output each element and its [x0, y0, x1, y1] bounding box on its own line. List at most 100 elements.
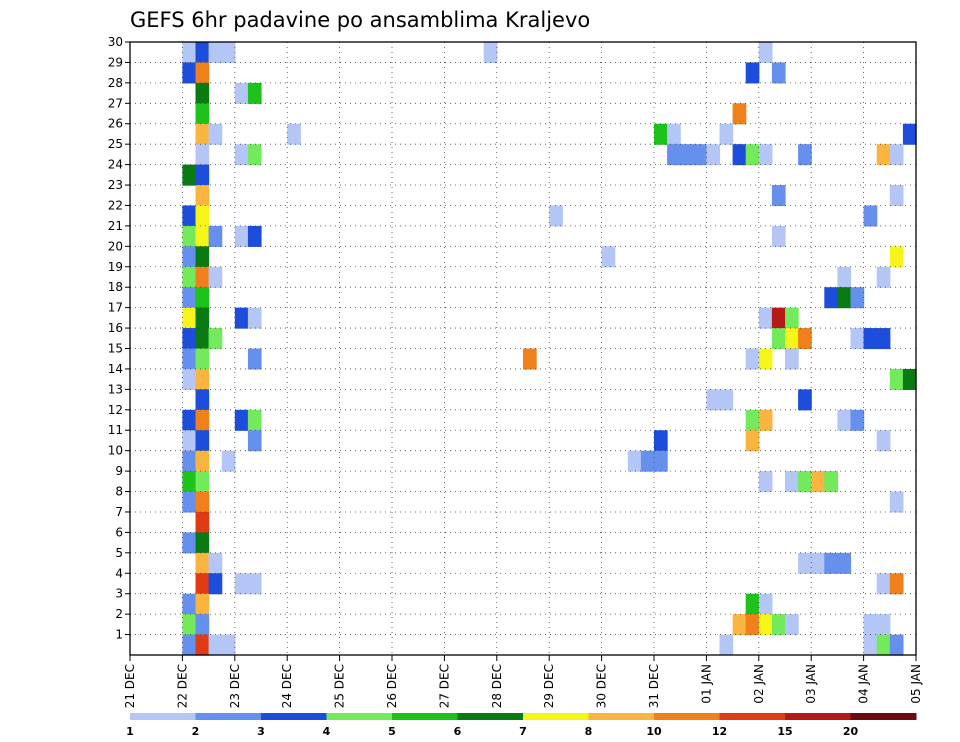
heatmap-cell	[247, 144, 262, 166]
heatmap-cell	[182, 532, 197, 554]
colorbar-swatch	[261, 713, 327, 720]
heatmap-cell	[758, 42, 773, 64]
heatmap-cell	[798, 552, 812, 574]
heatmap-cell	[234, 144, 249, 166]
heatmap-cell	[654, 450, 668, 472]
chart-title: GEFS 6hr padavine po ansamblima Kraljevo	[130, 8, 590, 32]
heatmap-cell	[640, 450, 655, 472]
heatmap-cell	[195, 307, 210, 329]
heatmap-cell	[837, 266, 852, 288]
colorbar-label: 4	[323, 725, 331, 738]
heatmap-cell	[758, 144, 773, 166]
x-tick-label: 26 DEC	[385, 664, 399, 708]
heatmap-cell	[195, 144, 210, 166]
colorbar-label: 12	[712, 725, 727, 738]
heatmap-cell	[182, 634, 197, 656]
x-axis: 21 DEC 22 DEC 23 DEC 24 DEC 25 DEC 26 DEC 27 D…	[123, 655, 923, 708]
heatmap-cell	[247, 409, 262, 431]
colorbar-swatch	[654, 713, 720, 720]
y-tick-label: 9	[115, 464, 123, 478]
heatmap-cell	[876, 144, 891, 166]
colorbar-label: 10	[646, 725, 662, 738]
heatmap-cell	[182, 164, 197, 186]
heatmap-cell	[876, 614, 891, 636]
heatmap-cell	[195, 164, 210, 186]
heatmap-cell	[824, 287, 838, 309]
heatmap-cell	[745, 62, 760, 84]
colorbar-label: 1	[126, 725, 134, 738]
x-tick-label: 25 DEC	[333, 664, 347, 708]
colorbar-swatch	[523, 713, 589, 720]
heatmap-cell	[785, 328, 799, 350]
heatmap-cell	[798, 144, 812, 166]
heatmap-cell	[771, 62, 786, 84]
heatmap-cell	[719, 123, 734, 145]
heatmap-cell	[863, 634, 878, 656]
heatmap-cell	[863, 328, 878, 350]
heatmap-cell	[863, 205, 878, 227]
heatmap-cell	[745, 144, 760, 166]
heatmap-cell	[195, 348, 210, 370]
heatmap-cell	[667, 123, 681, 145]
y-tick-label: 23	[108, 178, 123, 192]
heatmap-cell	[182, 205, 197, 227]
heatmap-cell	[745, 593, 760, 615]
heatmap-cell	[732, 614, 747, 636]
y-tick-label: 17	[108, 301, 123, 315]
heatmap-cell	[182, 246, 197, 268]
heatmap-cell	[221, 450, 236, 472]
heatmap-cell	[182, 368, 197, 390]
heatmap-cell	[234, 409, 249, 431]
heatmap-cell	[195, 634, 210, 656]
heatmap-cell	[247, 82, 262, 104]
x-tick-label: 28 DEC	[490, 664, 504, 708]
heatmap-cell	[195, 123, 210, 145]
heatmap-cell	[654, 123, 668, 145]
heatmap-cell	[876, 328, 891, 350]
heatmap-cell	[195, 471, 210, 493]
colorbar-label: 3	[257, 725, 265, 738]
heatmap-cell	[811, 471, 825, 493]
x-tick-label: 31 DEC	[647, 664, 661, 708]
heatmap-cell	[771, 307, 786, 329]
colorbar-label: 2	[192, 725, 200, 738]
heatmap-cell	[732, 144, 747, 166]
heatmap-cell	[208, 42, 223, 64]
colorbar-label: 6	[454, 725, 462, 738]
heatmap-cell	[758, 348, 773, 370]
heatmap-cell	[902, 123, 917, 145]
y-tick-label: 24	[108, 158, 123, 172]
heatmap-cell	[693, 144, 707, 166]
heatmap-cell	[889, 185, 904, 207]
heatmap-cell	[837, 552, 852, 574]
heatmap-cell	[758, 409, 773, 431]
heatmap-cell	[811, 552, 825, 574]
heatmap-cell	[667, 144, 681, 166]
heatmap-cell	[208, 328, 223, 350]
heatmap-cell	[195, 225, 210, 247]
heatmap-cell	[208, 266, 223, 288]
x-tick-label: 30 DEC	[595, 664, 609, 708]
heatmap-cell	[195, 573, 210, 595]
heatmap-cell	[889, 144, 904, 166]
heatmap-cell	[182, 328, 197, 350]
heatmap-cell	[680, 144, 694, 166]
y-tick-label: 19	[108, 260, 123, 274]
colorbar-swatch	[850, 713, 917, 720]
heatmap-cell	[601, 246, 616, 268]
heatmap-cell	[785, 307, 799, 329]
heatmap-cell	[719, 634, 734, 656]
y-tick-label: 21	[108, 219, 123, 233]
heatmap-cell	[195, 185, 210, 207]
heatmap-cell	[195, 532, 210, 554]
heatmap-cell	[182, 593, 197, 615]
heatmap-cell	[208, 634, 223, 656]
heatmap-cell	[195, 409, 210, 431]
heatmap-cell	[182, 62, 197, 84]
x-tick-label: 27 DEC	[437, 664, 451, 708]
colorbar-swatch	[195, 713, 262, 720]
heatmap-cell	[785, 614, 799, 636]
y-tick-label: 2	[115, 607, 123, 621]
heatmap-cell	[654, 430, 668, 452]
